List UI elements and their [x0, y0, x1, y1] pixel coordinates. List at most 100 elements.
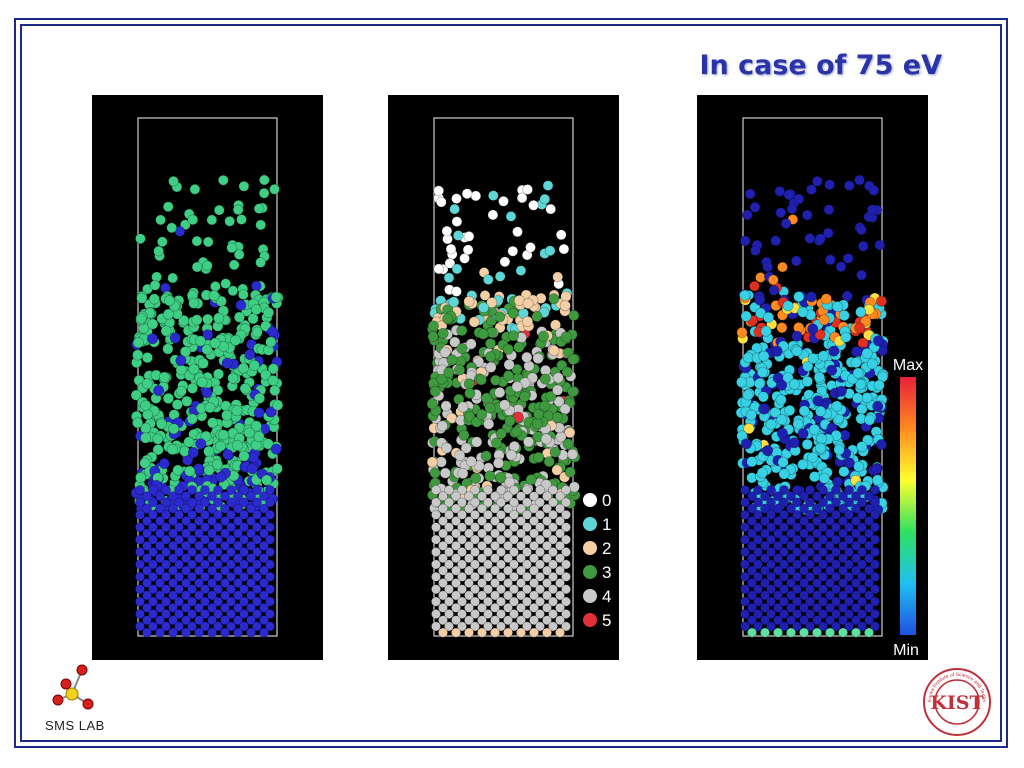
atom: [852, 392, 864, 404]
atom: [433, 185, 445, 197]
atom: [755, 272, 766, 283]
atom: [805, 509, 815, 520]
atom: [220, 553, 230, 564]
atom: [464, 491, 474, 502]
atom: [826, 364, 838, 376]
atom: [483, 584, 493, 595]
atom: [202, 329, 214, 341]
atom: [812, 627, 822, 638]
atom: [191, 235, 203, 247]
atom: [148, 571, 158, 582]
atom: [438, 491, 448, 502]
atom: [252, 497, 262, 508]
atom: [792, 534, 802, 545]
atom: [429, 467, 441, 479]
atom: [529, 553, 539, 564]
atom: [567, 386, 579, 398]
atom: [451, 578, 461, 588]
atom: [142, 540, 152, 551]
atom: [457, 571, 467, 582]
atom: [831, 509, 841, 520]
atom: [207, 615, 217, 626]
atom: [239, 609, 249, 619]
atom: [844, 571, 854, 582]
atom: [161, 571, 171, 582]
atom: [260, 369, 272, 381]
atom: [464, 615, 474, 626]
atom: [444, 522, 454, 533]
atom: [152, 444, 164, 456]
atom: [135, 233, 146, 244]
atom: [791, 330, 803, 342]
atom: [527, 372, 539, 384]
atom: [494, 386, 506, 398]
atom: [470, 509, 480, 520]
atom: [194, 615, 204, 626]
atom: [838, 540, 848, 551]
atom: [548, 547, 558, 557]
atom: [200, 430, 212, 442]
atom: [825, 615, 835, 626]
atom: [552, 271, 563, 283]
atom: [805, 497, 815, 508]
atom: [496, 621, 506, 632]
atom: [477, 590, 487, 601]
atom: [230, 334, 242, 346]
atom: [758, 350, 770, 362]
atom: [483, 571, 493, 582]
atom: [135, 497, 145, 508]
atom: [148, 522, 158, 533]
atom: [166, 443, 178, 455]
atom: [864, 627, 874, 638]
atom: [561, 621, 571, 632]
atom: [207, 565, 217, 576]
atom: [555, 229, 567, 241]
atom: [768, 285, 780, 296]
atom: [496, 584, 506, 595]
atom: [801, 438, 813, 450]
atom: [260, 320, 272, 332]
atom: [247, 452, 259, 464]
atom: [213, 522, 223, 533]
atom: [142, 516, 152, 526]
atom: [272, 399, 284, 411]
atom: [484, 402, 496, 414]
atom: [516, 540, 526, 551]
atom: [856, 269, 867, 281]
atom: [220, 627, 230, 638]
atom: [227, 372, 239, 384]
atom: [253, 430, 265, 442]
atom: [740, 509, 750, 520]
atom: [155, 503, 165, 514]
atom: [189, 184, 201, 195]
atom: [207, 627, 217, 638]
atom: [168, 590, 178, 601]
atom: [521, 351, 533, 363]
atom: [258, 187, 270, 199]
atom: [483, 509, 493, 520]
atom: [464, 387, 476, 399]
atom: [782, 372, 794, 384]
atom: [776, 379, 788, 391]
atom: [749, 280, 760, 292]
atom: [444, 509, 454, 520]
atom: [792, 571, 802, 582]
atom: [161, 621, 171, 632]
atom: [194, 602, 204, 613]
atom: [148, 621, 158, 632]
atom: [246, 491, 256, 502]
atom: [516, 503, 526, 514]
atom: [753, 571, 763, 582]
atom: [442, 313, 454, 325]
atom: [496, 534, 506, 545]
atom: [805, 559, 815, 570]
atom: [860, 315, 872, 327]
atom: [496, 522, 506, 533]
atom: [874, 239, 886, 251]
atom: [773, 553, 783, 564]
atom: [850, 357, 862, 369]
atom: [451, 528, 461, 539]
atom: [200, 485, 210, 495]
atom: [481, 392, 493, 404]
atom: [255, 219, 266, 231]
